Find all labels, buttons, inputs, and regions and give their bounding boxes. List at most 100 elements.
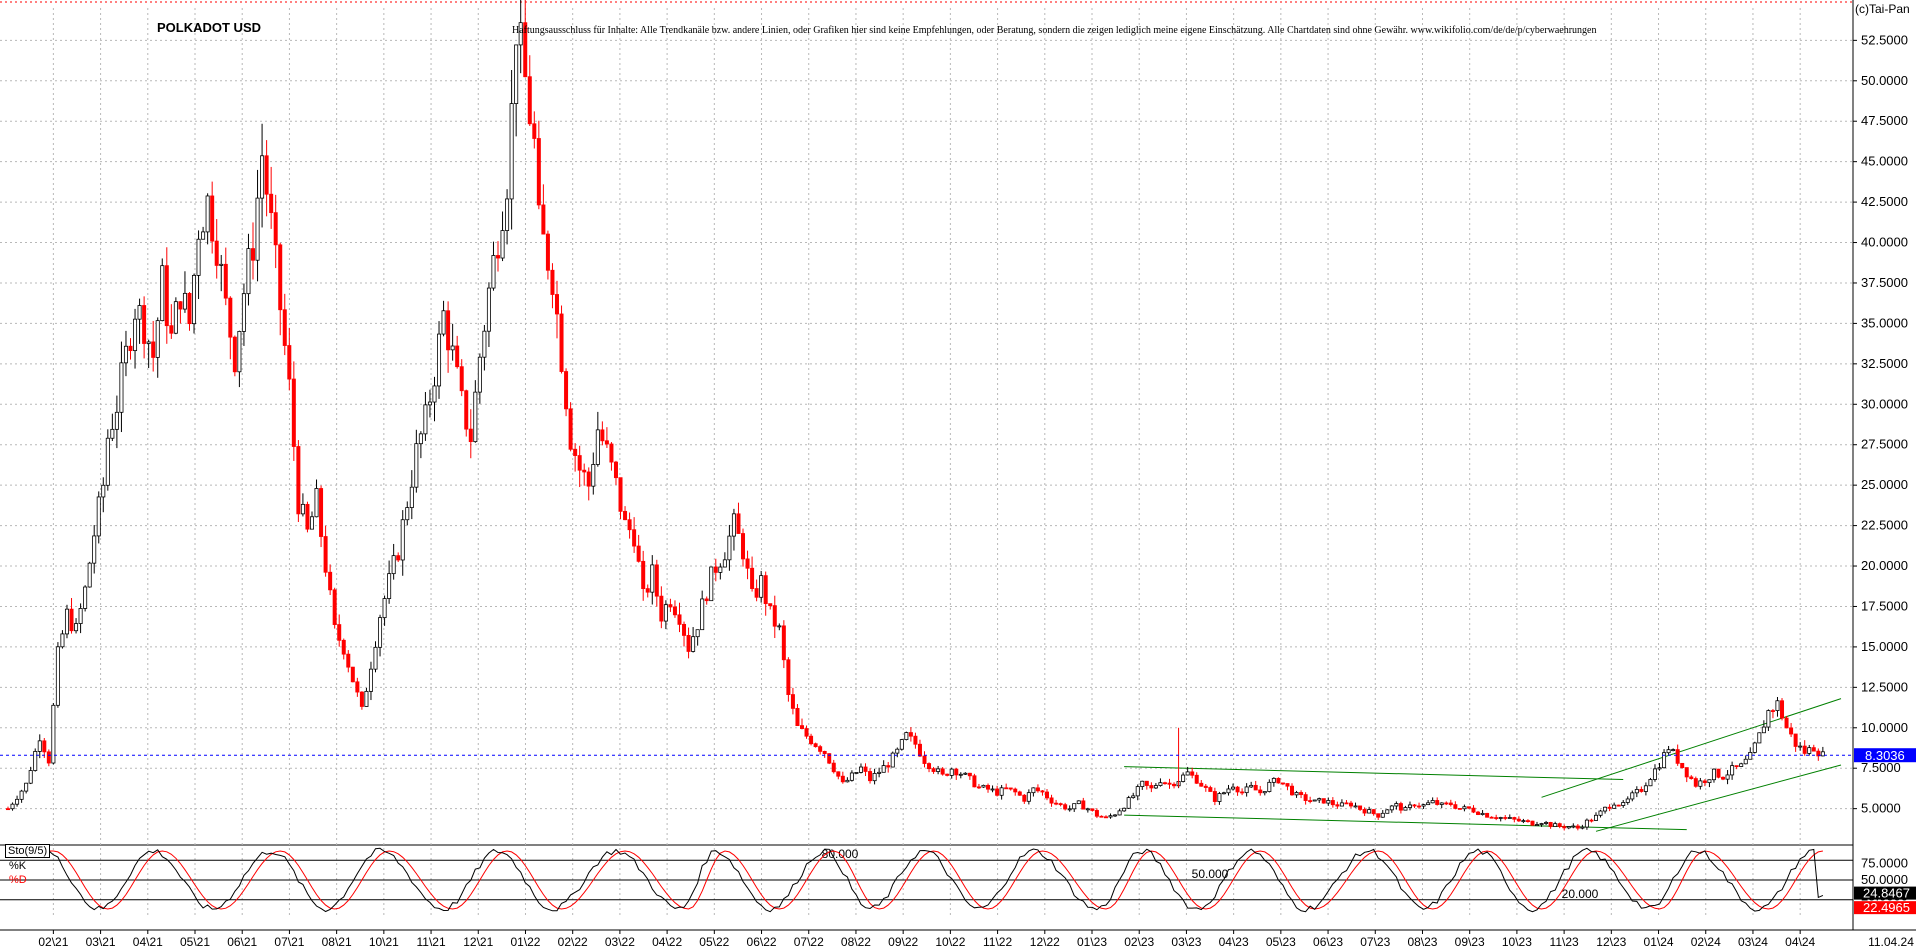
candle-body <box>1417 805 1422 808</box>
candle-body <box>1498 817 1503 819</box>
x-tick-label: 03\22 <box>605 935 635 948</box>
candle-body <box>1031 787 1036 794</box>
candle-body <box>19 790 24 800</box>
candle-body <box>917 743 922 757</box>
x-tick-label: 08\22 <box>841 935 871 948</box>
candle-body <box>1802 745 1807 754</box>
candle-body <box>1403 807 1408 811</box>
candle-body <box>359 691 364 707</box>
candle-body <box>373 646 378 670</box>
candle-body <box>83 586 88 609</box>
candle-body <box>927 763 932 770</box>
candle-body <box>1525 820 1530 823</box>
candle-body <box>1122 807 1127 812</box>
x-tick-label: 04\22 <box>652 935 682 948</box>
candle-body <box>55 646 60 706</box>
candle-body <box>1816 750 1821 757</box>
candle-body <box>1063 804 1068 810</box>
stochastic-k-last-label: 24.8467 <box>1863 886 1910 901</box>
candle-body <box>1734 765 1739 768</box>
x-tick-label: 07\21 <box>274 935 304 948</box>
x-tick-label: 09\23 <box>1455 935 1485 948</box>
x-tick-label: 10\21 <box>369 935 399 948</box>
stochastic-d-line <box>8 850 1823 910</box>
candle-body <box>650 564 655 593</box>
current-price-label-bg <box>1854 748 1916 763</box>
candle-body <box>836 771 841 777</box>
disclaimer-text: Haftungsausschluss für Inhalte: Alle Tre… <box>512 25 1597 36</box>
candle-body <box>477 356 482 393</box>
y-tick-label: 30.0000 <box>1861 396 1908 411</box>
candle-body <box>709 566 714 602</box>
candle-body <box>114 411 119 430</box>
candle-body <box>491 255 496 289</box>
candle-body <box>219 263 224 266</box>
candle-body <box>1748 752 1753 760</box>
candle-body <box>1135 786 1140 797</box>
candle-body <box>1462 806 1467 810</box>
candle-body <box>1285 783 1290 787</box>
candle-body <box>1249 784 1254 788</box>
candle-body <box>1435 800 1440 805</box>
candle-body <box>178 301 183 310</box>
y-tick-label: 45.0000 <box>1861 154 1908 169</box>
stochastic-axis-label: 75.0000 <box>1861 856 1908 871</box>
candle-body <box>623 510 628 521</box>
candle-body <box>1072 803 1077 810</box>
candle-body <box>269 193 274 214</box>
candle-body <box>1544 822 1549 824</box>
candle-body <box>1199 782 1204 787</box>
candle-body <box>1153 785 1158 789</box>
x-tick-label: 08\23 <box>1407 935 1437 948</box>
candle-body <box>1721 776 1726 780</box>
candle-body <box>727 535 732 561</box>
candle-body <box>264 155 269 195</box>
candle-body <box>972 775 977 788</box>
candle-body <box>741 533 746 560</box>
candle-body <box>713 566 718 573</box>
candle-body <box>1480 812 1485 815</box>
candle-body <box>1784 717 1789 729</box>
candle-body <box>890 752 895 768</box>
candle-body <box>582 469 587 473</box>
x-tick-label: 03\23 <box>1171 935 1201 948</box>
x-tick-label: 02\21 <box>38 935 68 948</box>
stochastic-indicator-label[interactable]: Sto(9/5) <box>5 844 51 858</box>
candle-body <box>967 772 972 777</box>
candle-body <box>799 725 804 729</box>
candle-body <box>192 275 197 325</box>
candle-body <box>1294 792 1299 796</box>
candle-body <box>173 301 178 334</box>
candle-body <box>1603 806 1608 812</box>
candle-body <box>123 345 128 364</box>
candle-body <box>201 231 206 240</box>
candle-body <box>332 589 337 625</box>
candle-body <box>704 598 709 602</box>
candle-body <box>496 255 501 259</box>
trendlines <box>1124 698 1842 832</box>
candle-body <box>1081 800 1086 810</box>
candle-body <box>309 516 314 530</box>
candle-body <box>15 798 20 805</box>
candle-body <box>1421 804 1426 807</box>
x-tick-label: 07\22 <box>794 935 824 948</box>
candle-body <box>1344 802 1349 805</box>
candle-body <box>42 740 47 753</box>
candle-body <box>822 750 827 755</box>
candle-body <box>627 519 632 531</box>
candle-body <box>931 768 936 772</box>
stochastic-d-label-bg <box>1854 901 1916 915</box>
candle-body <box>1035 787 1040 792</box>
x-last-date-label: 11.04.24 <box>1868 935 1914 948</box>
y-tick-label: 20.0000 <box>1861 558 1908 573</box>
candle-body <box>328 571 333 591</box>
candle-body <box>913 735 918 745</box>
candle-body <box>1476 811 1481 815</box>
y-tick-label: 50.0000 <box>1861 73 1908 88</box>
candle-body <box>500 230 505 259</box>
y-tick-label: 25.0000 <box>1861 477 1908 492</box>
candle-body <box>101 484 106 498</box>
stochastic-k-line <box>7 847 1824 913</box>
candle-body <box>382 598 387 619</box>
candle-body <box>777 625 782 628</box>
